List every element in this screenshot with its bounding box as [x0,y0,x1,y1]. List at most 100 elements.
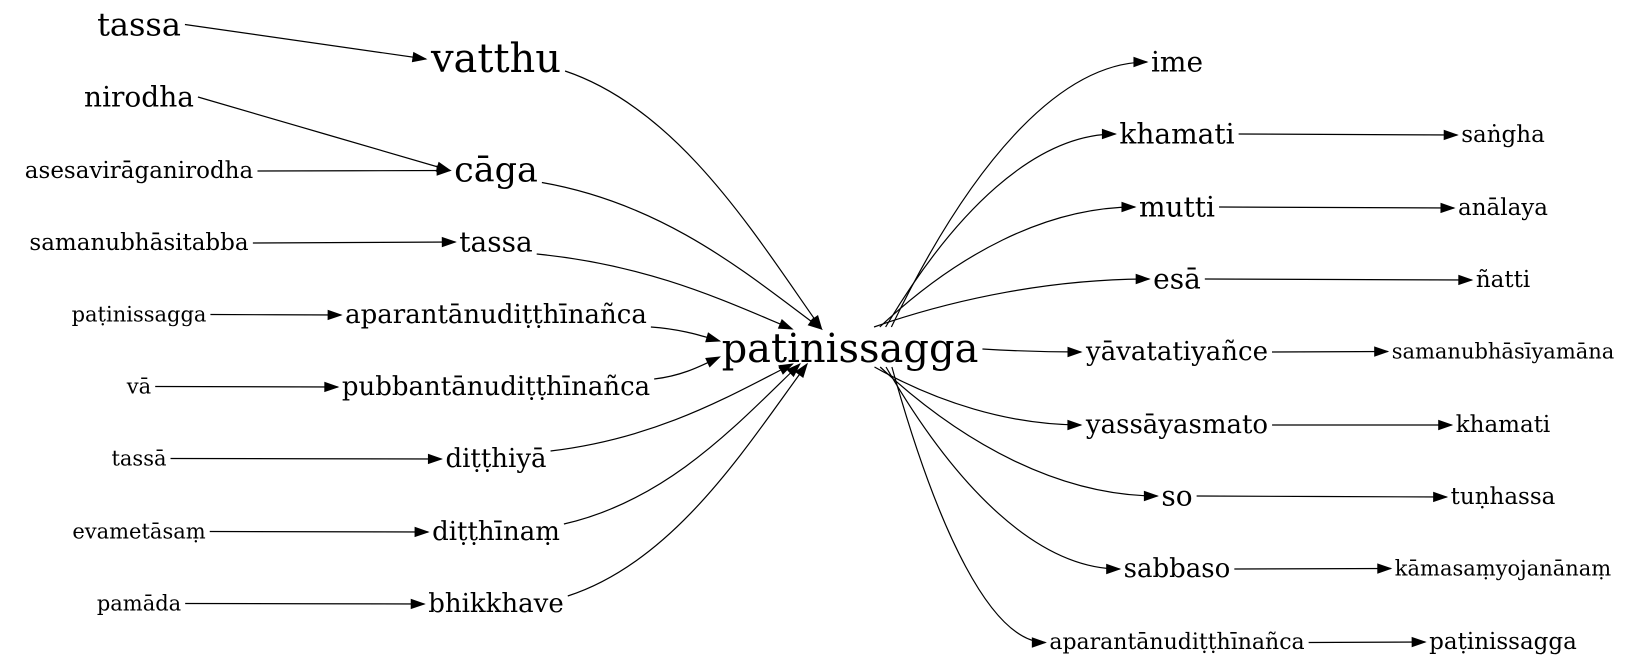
arrowhead-r-yavatatiyance-to-r-samanubhasiyamana [1374,346,1390,357]
node-samanubhasitabba: samanubhāsitabba [29,230,248,256]
arrowhead-r-esa-to-r-natti [1458,274,1474,286]
node-yavatatiyance: yāvatatiyañce [1085,337,1268,367]
node-yassayasmato: yassāyasmato [1085,410,1268,440]
node-pubbantanuditthinanca: pubbantānudiṭṭhīnañca [342,372,650,402]
arrowhead-l-aparanta-to-center [705,332,722,343]
edge-r-yavatatiyance-to-r-samanubhasiyamana [1271,350,1388,353]
node-mutti: mutti [1139,191,1215,224]
node-esa: esā [1153,263,1201,296]
edge-center-to-r-mutti [879,206,1135,328]
arrowhead-l-tassa3-to-l-ditthiya [427,453,443,465]
edge-l-tassa2-to-center [536,253,793,330]
edge-r-khamati-to-r-sangha [1238,133,1458,136]
arrowhead-l-evametasam-to-l-ditthinam [414,526,430,538]
node-nirodha: nirodha [84,81,194,114]
edge-l-nirodha-to-l-caga [197,96,451,172]
arrowhead-center-to-r-khamati [1101,128,1117,140]
node-patinissagga-right: paṭinissagga [1429,629,1577,655]
arrowhead-l-pamada-to-l-bhikkhave [410,598,426,610]
edge-center-to-r-sabbaso [885,366,1120,570]
edge-center-to-r-so [879,366,1158,497]
arrowhead-center-to-r-esa [1135,273,1151,285]
arrowhead-center-to-r-mutti [1121,201,1137,213]
edge-l-ditthiya-to-center [550,363,793,452]
arrowhead-l-tassa-to-l-vatthu [411,51,428,63]
edge-center-to-r-ime [890,61,1147,328]
node-va: vā [126,375,151,399]
arrowhead-l-ditthinam-to-center [786,362,801,378]
edge-l-caga-to-center [541,181,822,330]
node-aparantanuditthinanca-right: aparantānudiṭṭhīnañca [1049,630,1304,655]
arrowhead-r-khamati-to-r-sangha [1443,129,1459,141]
edge-r-so-to-r-tunhassa [1196,495,1447,498]
arrowhead-r-mutti-to-r-analaya [1440,202,1456,214]
node-natti: ñatti [1476,267,1530,293]
edge-center-to-r-yavatatiyance [982,348,1082,353]
arrowhead-l-ditthiya-to-center [778,363,794,375]
node-patinissagga: paṭinissagga [72,303,207,327]
edge-center-to-r-yassayasmato [874,366,1081,426]
arrowhead-r-sabbaso-to-r-kamasamyojananam [1377,563,1393,574]
arrowhead-r-yassayasmato-to-r-khamati2 [1438,419,1454,431]
arrowhead-l-tassa2-to-center [777,319,794,330]
node-caga: cāga [454,151,538,191]
arrowhead-center-to-r-sabbaso [1106,563,1122,575]
arrowhead-center-to-r-yavatatiyance [1067,346,1083,358]
nodes: paṭinissagga tassa nirodha asesavirāgani… [25,6,1615,656]
node-ditthinam: diṭṭhīnaṃ [432,517,560,547]
edge-l-samanubhasitabba-to-l-tassa2 [252,241,456,244]
node-ime: ime [1151,46,1203,79]
node-khamati: khamati [1119,118,1234,151]
node-analaya: anālaya [1458,195,1548,221]
edge-r-mutti-to-r-analaya [1219,206,1454,209]
edge-center-to-r-aparanta [891,366,1046,644]
edge-l-patinissagga-to-l-aparanta [210,313,342,316]
node-vatthu: vatthu [430,36,561,82]
arrowhead-l-caga-to-center [807,316,823,330]
edges [155,23,1474,648]
node-samanubhasiyamana: samanubhāsīyamāna [1392,340,1615,364]
node-aparantanuditthinanca: aparantānudiṭṭhīnañca [345,300,647,330]
arrowhead-r-aparanta-to-r-patinissagga [1411,636,1427,648]
edge-center-to-r-esa [873,278,1150,328]
node-sangha: saṅgha [1461,122,1545,148]
arrowhead-center-to-r-ime [1133,56,1149,68]
node-khamati-second: khamati [1456,412,1551,438]
node-tassa-second: tassa [459,226,532,259]
arrowhead-l-pubbanta-to-center [705,356,721,368]
node-sabbaso: sabbaso [1124,554,1231,584]
arrowhead-center-to-r-yassayasmato [1067,419,1083,431]
arrowhead-l-va-to-l-pubbanta [324,381,340,393]
edge-r-aparanta-to-r-patinissagga [1308,641,1426,644]
arrowhead-l-samanubhasitabba-to-l-tassa2 [441,236,457,248]
node-kamasamyojananam: kāmasaṃyojanānaṃ [1395,557,1612,581]
arrowhead-l-bhikkhave-to-center [794,362,808,378]
node-tunhassa: tuṇhassa [1451,484,1556,510]
edge-l-asesaviraganirodha-to-l-caga [257,169,451,172]
node-ditthiya: diṭṭhiyā [445,444,546,474]
arrowhead-r-so-to-r-tunhassa [1433,491,1449,503]
edge-l-va-to-l-pubbanta [155,385,338,388]
arrowhead-center-to-r-so [1143,490,1159,502]
edge-l-evametasam-to-l-ditthinam [209,530,429,533]
edge-r-sabbaso-to-r-kamasamyojananam [1234,567,1391,570]
edge-l-tassa-to-l-vatthu [184,23,427,60]
edge-l-bhikkhave-to-center [567,363,808,597]
node-tassa-feminine: tassā [111,447,166,471]
edge-center-to-r-khamati [885,133,1116,328]
arrowhead-l-asesaviraganirodha-to-l-caga [436,165,452,176]
node-center: paṭinissagga [722,326,979,372]
node-tassa: tassa [97,6,181,44]
node-bhikkhave: bhikkhave [428,589,564,619]
edge-r-esa-to-r-natti [1204,278,1472,281]
edge-l-pamada-to-l-bhikkhave [185,602,425,605]
edge-l-tassa3-to-l-ditthiya [170,457,442,460]
node-evametasam: evametāsaṃ [72,520,205,544]
node-so: so [1161,480,1192,513]
edge-l-vatthu-to-center [564,70,823,330]
node-asesaviraganirodha: asesavirāganirodha [25,158,254,184]
node-pamada: pamāda [97,592,181,616]
arrowhead-l-patinissagga-to-l-aparanta [327,309,343,321]
arrowhead-center-to-r-aparanta [1031,637,1047,648]
